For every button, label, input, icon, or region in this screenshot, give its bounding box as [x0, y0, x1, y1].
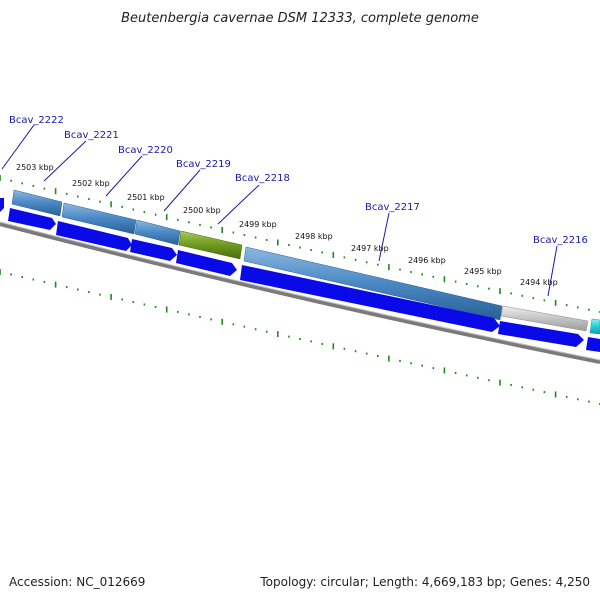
scale-labels: 2503 kbp 2502 kbp 2501 kbp 2500 kbp 2499…: [16, 163, 558, 287]
gene-block-bcav-2220[interactable]: [61, 202, 137, 235]
kbp-label: 2494 kbp: [520, 278, 558, 287]
gene-label-bcav-2218[interactable]: Bcav_2218: [235, 173, 290, 184]
gene-label-bcav-2219[interactable]: Bcav_2219: [176, 159, 231, 170]
kbp-label: 2500 kbp: [183, 206, 221, 215]
gene-label-bcav-2221[interactable]: Bcav_2221: [64, 130, 119, 141]
kbp-label: 2498 kbp: [295, 232, 333, 241]
leader-line: [163, 169, 201, 212]
gene-label-bcav-2216[interactable]: Bcav_2216: [533, 235, 588, 246]
cds-arrow-1[interactable]: [8, 208, 56, 230]
kbp-label: 2503 kbp: [16, 163, 54, 172]
leader-line: [547, 245, 558, 297]
kbp-label: 2497 kbp: [351, 244, 389, 253]
kbp-label: 2502 kbp: [72, 179, 110, 188]
kbp-label: 2495 kbp: [464, 267, 502, 276]
gene-block-bcav-2219a[interactable]: [134, 219, 181, 246]
gene-block-bcav-2222-left[interactable]: [0, 198, 4, 212]
kbp-label: 2496 kbp: [408, 256, 446, 265]
gene-block-bcav-2215[interactable]: [589, 318, 600, 335]
inner-tick-ring: [0, 269, 600, 405]
gene-block-bcav-2219[interactable]: [178, 230, 243, 260]
leader-line: [105, 155, 143, 197]
cds-arrow-5[interactable]: [240, 265, 500, 332]
accession-text: Accession: NC_012669: [9, 575, 145, 589]
cds-arrow-3[interactable]: [130, 239, 177, 261]
gene-block-bcav-2216[interactable]: [500, 305, 589, 332]
genome-summary-text: Topology: circular; Length: 4,669,183 bp…: [259, 575, 590, 589]
genome-backbone: [0, 222, 600, 364]
kbp-label: 2499 kbp: [239, 220, 277, 229]
cds-arrow-4[interactable]: [176, 250, 237, 276]
cds-arrow-track: [8, 208, 600, 352]
cds-arrow-2[interactable]: [56, 221, 132, 251]
gene-labels: Bcav_2222 Bcav_2221 Bcav_2220 Bcav_2219 …: [1, 115, 588, 297]
gene-label-bcav-2220[interactable]: Bcav_2220: [118, 145, 173, 156]
map-title: Beutenbergia cavernae DSM 12333, complet…: [121, 11, 479, 26]
kbp-label: 2501 kbp: [127, 193, 165, 202]
leader-line: [217, 184, 260, 225]
leader-line: [43, 140, 87, 182]
cds-arrow-7[interactable]: [586, 337, 600, 352]
leader-line: [1, 124, 35, 170]
gene-block-bcav-2221[interactable]: [11, 189, 63, 217]
gene-label-bcav-2222[interactable]: Bcav_2222: [9, 115, 64, 126]
feature-track: [0, 189, 600, 335]
gene-label-bcav-2217[interactable]: Bcav_2217: [365, 202, 420, 213]
outer-tick-ring: [0, 175, 600, 313]
genome-backbone-highlight: [0, 221, 600, 361]
leader-line: [378, 212, 390, 262]
cds-arrow-6[interactable]: [498, 321, 584, 347]
gene-block-bcav-2217[interactable]: [243, 246, 503, 321]
